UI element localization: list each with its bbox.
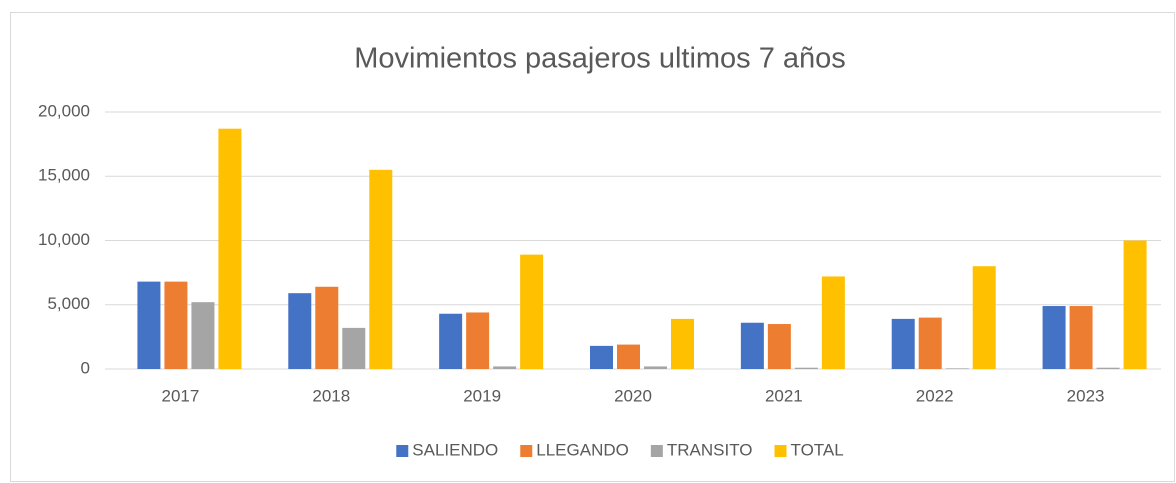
x-tick-label: 2023: [1067, 386, 1105, 405]
bar: [740, 322, 764, 369]
bar: [590, 345, 613, 369]
bar: [1069, 306, 1093, 369]
y-tick-label: 5,000: [47, 294, 90, 313]
bar: [218, 128, 242, 369]
x-tick-label: 2019: [463, 386, 501, 405]
legend-label: TOTAL: [791, 440, 844, 459]
bar: [1123, 240, 1147, 369]
bar: [191, 302, 215, 369]
y-tick-label: 20,000: [38, 101, 90, 120]
bar: [1096, 367, 1120, 369]
x-tick-label: 2020: [614, 386, 652, 405]
legend-swatch: [396, 445, 409, 457]
legend-label: LLEGANDO: [536, 440, 629, 459]
x-tick-label: 2021: [765, 386, 803, 405]
x-tick-label: 2022: [916, 386, 954, 405]
y-tick-label: 0: [81, 358, 90, 377]
bar: [288, 293, 312, 369]
bar: [520, 254, 544, 369]
legend-label: SALIENDO: [412, 440, 498, 459]
bar: [439, 313, 463, 369]
bar: [945, 368, 969, 369]
legend-swatch: [774, 445, 787, 457]
bar: [794, 367, 818, 369]
bar: [315, 286, 339, 369]
x-tick-label: 2017: [162, 386, 200, 405]
bar: [1042, 306, 1066, 369]
bar: [342, 327, 366, 369]
y-tick-label: 10,000: [38, 230, 90, 249]
bar: [164, 281, 188, 369]
bar: [137, 281, 161, 369]
bar: [644, 366, 667, 369]
bar: [821, 276, 845, 369]
chart-border: [10, 12, 1175, 482]
bar: [617, 344, 640, 369]
bar: [891, 318, 915, 369]
bar: [918, 317, 942, 369]
bar: [493, 366, 517, 369]
bar: [972, 266, 996, 369]
bar: [671, 318, 694, 369]
legend-swatch: [650, 445, 663, 457]
chart-title: Movimientos pasajeros ultimos 7 años: [354, 43, 846, 75]
legend-swatch: [520, 445, 533, 457]
x-tick-label: 2018: [312, 386, 350, 405]
legend-label: TRANSITO: [667, 440, 753, 459]
bar: [466, 312, 490, 369]
bar: [767, 324, 791, 369]
bar: [369, 169, 393, 369]
y-tick-label: 15,000: [38, 166, 90, 185]
